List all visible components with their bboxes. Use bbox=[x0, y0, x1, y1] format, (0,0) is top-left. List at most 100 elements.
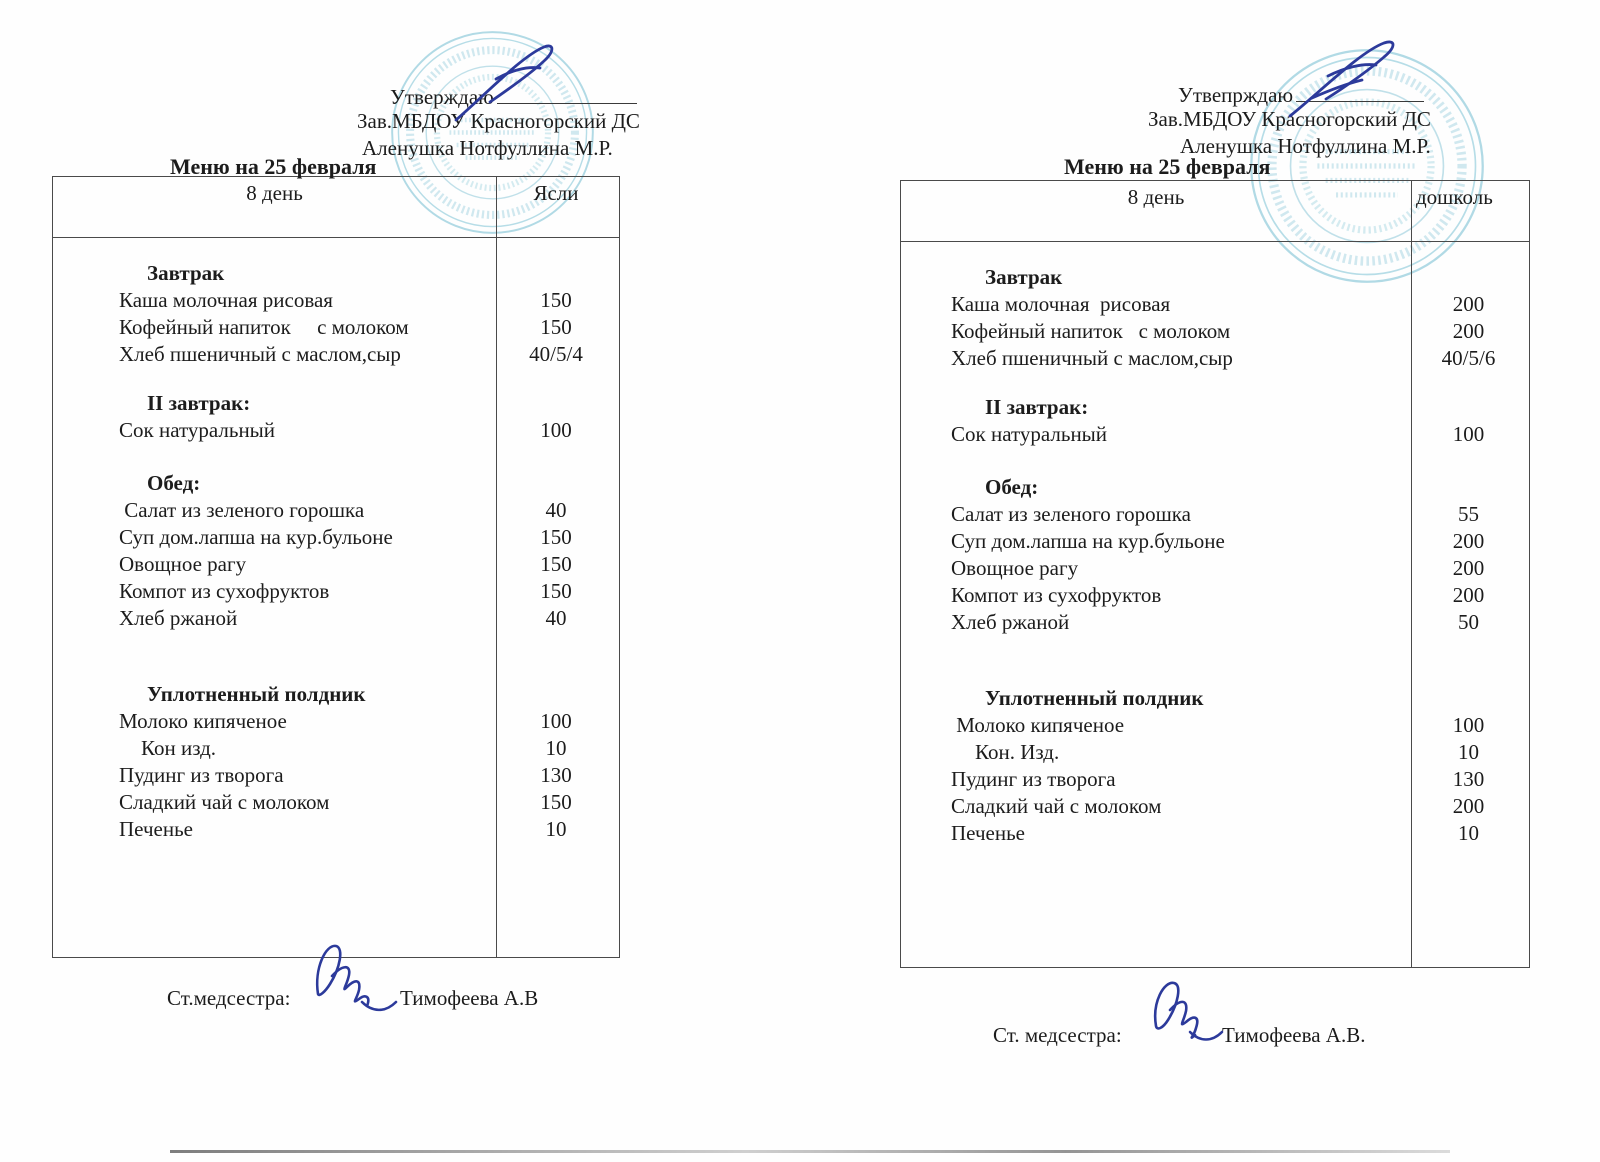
item-name: Овощное рагу bbox=[119, 552, 247, 576]
nurse-name: Тимофеева А.В bbox=[400, 986, 539, 1010]
item-qty: 100 bbox=[1452, 422, 1485, 446]
nurse-label: Ст. медсестра: bbox=[993, 1023, 1122, 1047]
menu-item-row: Салат из зеленого горошка 55 bbox=[901, 501, 1529, 528]
scan-edge-artifact bbox=[170, 1150, 1450, 1153]
approve-row: Утвепрждаю bbox=[1178, 81, 1425, 109]
item-qty: 130 bbox=[1452, 767, 1485, 791]
menu-item-row: Печенье 10 bbox=[53, 816, 619, 843]
menu-item-row: Хлеб пшеничный с маслом,сыр 40/5/6 bbox=[901, 345, 1529, 372]
item-qty: 50 bbox=[1458, 610, 1479, 634]
menu-item-row: Сладкий чай с молоком 200 bbox=[901, 793, 1529, 820]
item-qty: 200 bbox=[1452, 529, 1485, 553]
org-line: Зав.МБДОУ Красногорский ДС bbox=[357, 109, 640, 133]
item-qty: 10 bbox=[1458, 740, 1479, 764]
signature-ink bbox=[454, 44, 554, 122]
item-name: Кофейный напиток с молоком bbox=[951, 319, 1231, 343]
approve-underline bbox=[1296, 81, 1425, 102]
item-qty: 200 bbox=[1452, 583, 1485, 607]
item-name: Пудинг из творога bbox=[951, 767, 1116, 791]
item-qty: 40/5/6 bbox=[1441, 346, 1496, 370]
item-qty: 100 bbox=[540, 709, 572, 733]
item-name: Салат из зеленого горошка bbox=[119, 498, 365, 522]
menu-section: Обед: Салат из зеленого горошка 40 Суп до… bbox=[53, 470, 619, 632]
item-name: Компот из сухофруктов bbox=[119, 579, 330, 603]
day-column-header: 8 день bbox=[246, 181, 303, 205]
table-header-row: 8 день Ясли bbox=[53, 177, 619, 238]
menu-section: II завтрак: Сок натуральный 100 bbox=[901, 394, 1529, 448]
group-column-header: дошколь bbox=[1416, 185, 1493, 209]
item-name: Хлеб пшеничный с маслом,сыр bbox=[951, 346, 1233, 370]
nurse-label: Ст.медсестра: bbox=[167, 986, 291, 1010]
menu-item-row: Печенье 10 bbox=[901, 820, 1529, 847]
item-name: Печенье bbox=[119, 817, 193, 841]
item-qty: 150 bbox=[540, 288, 572, 312]
item-name: Печенье bbox=[951, 821, 1025, 845]
item-qty: 10 bbox=[545, 817, 567, 841]
item-qty: 10 bbox=[1458, 821, 1479, 845]
menu-item-row: Хлеб пшеничный с маслом,сыр 40/5/4 bbox=[53, 341, 619, 368]
menu-item-row: Овощное рагу 150 bbox=[53, 551, 619, 578]
menu-item-row: Сок натуральный 100 bbox=[53, 417, 619, 444]
item-name: Салат из зеленого горошка bbox=[951, 502, 1191, 526]
section-heading: Завтрак bbox=[147, 261, 225, 285]
approve-underline bbox=[496, 83, 637, 104]
item-name: Сок натуральный bbox=[951, 422, 1108, 446]
item-name: Кон. Изд. bbox=[975, 740, 1060, 764]
group-column-header: Ясли bbox=[533, 181, 579, 205]
page-title: Меню на 25 февраля bbox=[1064, 154, 1271, 179]
item-qty: 40 bbox=[545, 498, 567, 522]
menu-section: II завтрак: Сок натуральный 100 bbox=[53, 390, 619, 444]
menu-section: Уплотненный полдник Молоко кипяченое 100 … bbox=[53, 681, 619, 843]
menu-item-row: Компот из сухофруктов 200 bbox=[901, 582, 1529, 609]
item-name: Пудинг из творога bbox=[119, 763, 284, 787]
menu-item-row: Каша молочная рисовая 200 bbox=[901, 291, 1529, 318]
item-name: Каша молочная рисовая bbox=[951, 292, 1171, 316]
menu-item-row: Кон изд. 10 bbox=[53, 735, 619, 762]
approve-label: Утвепрждаю bbox=[1178, 83, 1294, 107]
section-heading: Обед: bbox=[985, 475, 1039, 499]
menu-section: Завтрак Каша молочная рисовая 150 Кофейны… bbox=[53, 260, 619, 368]
item-name: Сладкий чай с молоком bbox=[951, 794, 1162, 818]
item-name: Овощное рагу bbox=[951, 556, 1079, 580]
org-line: Аленушка Нотфуллина М.Р. bbox=[1180, 134, 1431, 158]
item-qty: 40 bbox=[545, 606, 567, 630]
menu-item-row: Сок натуральный 100 bbox=[901, 421, 1529, 448]
section-heading: Завтрак bbox=[985, 265, 1063, 289]
item-name: Хлеб пшеничный с маслом,сыр bbox=[119, 342, 401, 366]
section-heading: Уплотненный полдник bbox=[147, 682, 366, 706]
item-name: Суп дом.лапша на кур.бульоне bbox=[951, 529, 1225, 553]
round-stamp bbox=[391, 31, 594, 234]
menu-item-row: Молоко кипяченое 100 bbox=[53, 708, 619, 735]
menu-item-row: Пудинг из творога 130 bbox=[53, 762, 619, 789]
table-body: Завтрак Каша молочная рисовая 150 Кофейны… bbox=[53, 238, 619, 843]
column-divider bbox=[1411, 181, 1412, 967]
item-qty: 130 bbox=[540, 763, 572, 787]
item-name: Молоко кипяченое bbox=[951, 713, 1125, 737]
signature-ink bbox=[1288, 40, 1395, 118]
item-qty: 150 bbox=[540, 790, 572, 814]
section-heading: II завтрак: bbox=[147, 391, 251, 415]
menu-item-row: Каша молочная рисовая 150 bbox=[53, 287, 619, 314]
item-qty: 10 bbox=[545, 736, 567, 760]
menu-item-row: Пудинг из творога 130 bbox=[901, 766, 1529, 793]
section-heading: Уплотненный полдник bbox=[985, 686, 1204, 710]
table-header-row: 8 день дошколь bbox=[901, 181, 1529, 242]
menu-item-row: Кон. Изд. 10 bbox=[901, 739, 1529, 766]
item-name: Сок натуральный bbox=[119, 418, 276, 442]
item-qty: 40/5/4 bbox=[529, 342, 583, 366]
org-line: Зав.МБДОУ Красногорский ДС bbox=[1148, 107, 1431, 131]
item-name: Кон изд. bbox=[141, 736, 217, 760]
nurse-name: Тимофеева А.В. bbox=[1222, 1023, 1366, 1047]
menu-item-row: Суп дом.лапша на кур.бульоне 150 bbox=[53, 524, 619, 551]
menu-item-row: Хлеб ржаной 50 bbox=[901, 609, 1529, 636]
item-qty: 150 bbox=[540, 552, 572, 576]
item-qty: 200 bbox=[1452, 794, 1485, 818]
column-divider bbox=[496, 177, 497, 957]
menu-item-row: Компот из сухофруктов 150 bbox=[53, 578, 619, 605]
menu-item-row: Суп дом.лапша на кур.бульоне 200 bbox=[901, 528, 1529, 555]
item-qty: 200 bbox=[1452, 319, 1485, 343]
item-qty: 200 bbox=[1452, 292, 1485, 316]
menu-item-row: Кофейный напиток с молоком 200 bbox=[901, 318, 1529, 345]
menu-item-row: Кофейный напиток с молоком 150 bbox=[53, 314, 619, 341]
